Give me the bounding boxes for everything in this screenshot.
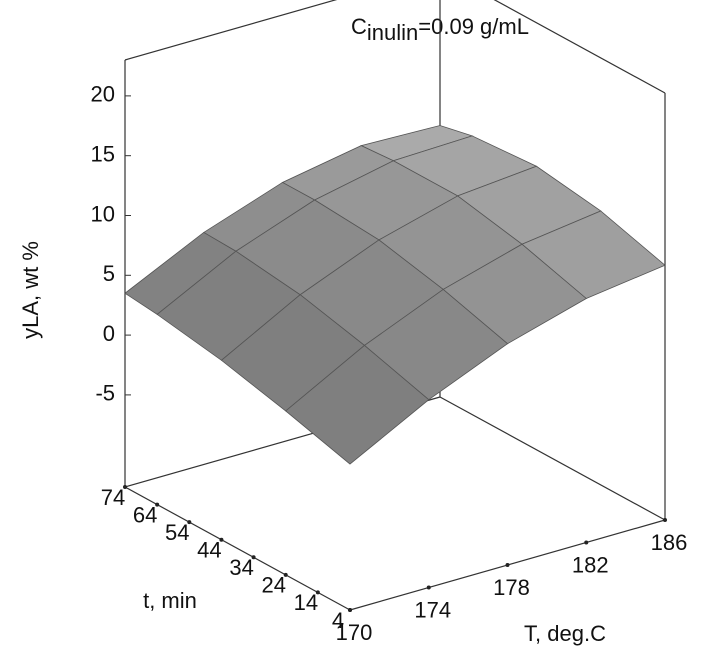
box-edge — [124, 0, 338, 61]
x-tick — [584, 540, 589, 545]
z-tick-label: 5 — [103, 261, 115, 286]
surface-patch — [285, 344, 430, 465]
x-tick — [663, 518, 667, 522]
y-tick — [187, 520, 192, 525]
z-axis-label: yLA, wt % — [18, 241, 43, 339]
y-tick-label: 74 — [101, 485, 125, 510]
z-tick-label: 10 — [91, 201, 115, 226]
z-tick-label: 20 — [91, 82, 115, 107]
title-suffix: =0.09 g/mL — [418, 14, 529, 39]
chart-title: Cinulin=0.09 g/mL — [351, 14, 529, 45]
box-edge — [124, 486, 351, 611]
y-tick-label: 44 — [197, 538, 221, 563]
x-tick — [426, 585, 431, 590]
x-tick-label: 174 — [414, 597, 451, 622]
x-tick — [505, 563, 510, 567]
y-tick-label: 24 — [261, 573, 285, 598]
x-tick-label: 170 — [336, 620, 373, 645]
y-tick — [251, 555, 256, 560]
title-main: C — [351, 14, 367, 39]
z-tick-label: 15 — [91, 141, 115, 166]
y-tick — [315, 590, 320, 595]
y-tick — [219, 537, 224, 542]
y-axis-label: t, min — [143, 588, 197, 613]
x-axis-label: T, deg.C — [524, 621, 606, 646]
z-tick-label: -5 — [95, 381, 115, 406]
x-tick-label: 178 — [493, 575, 530, 600]
y-tick-label: 64 — [133, 502, 157, 527]
y-tick-label: 4 — [332, 608, 344, 633]
y-tick-label: 34 — [229, 555, 253, 580]
title-subscript: inulin — [367, 20, 418, 45]
y-tick-label: 54 — [165, 520, 189, 545]
x-tick — [348, 608, 352, 612]
y-tick-label: 14 — [294, 590, 318, 615]
x-tick-label: 186 — [651, 530, 688, 555]
z-tick-label: 0 — [103, 321, 115, 346]
x-tick-label: 182 — [572, 552, 609, 577]
box-edge — [493, 0, 666, 94]
box-edge — [439, 396, 666, 521]
y-tick — [155, 502, 160, 507]
y-tick — [283, 572, 288, 577]
y-tick — [123, 485, 127, 489]
